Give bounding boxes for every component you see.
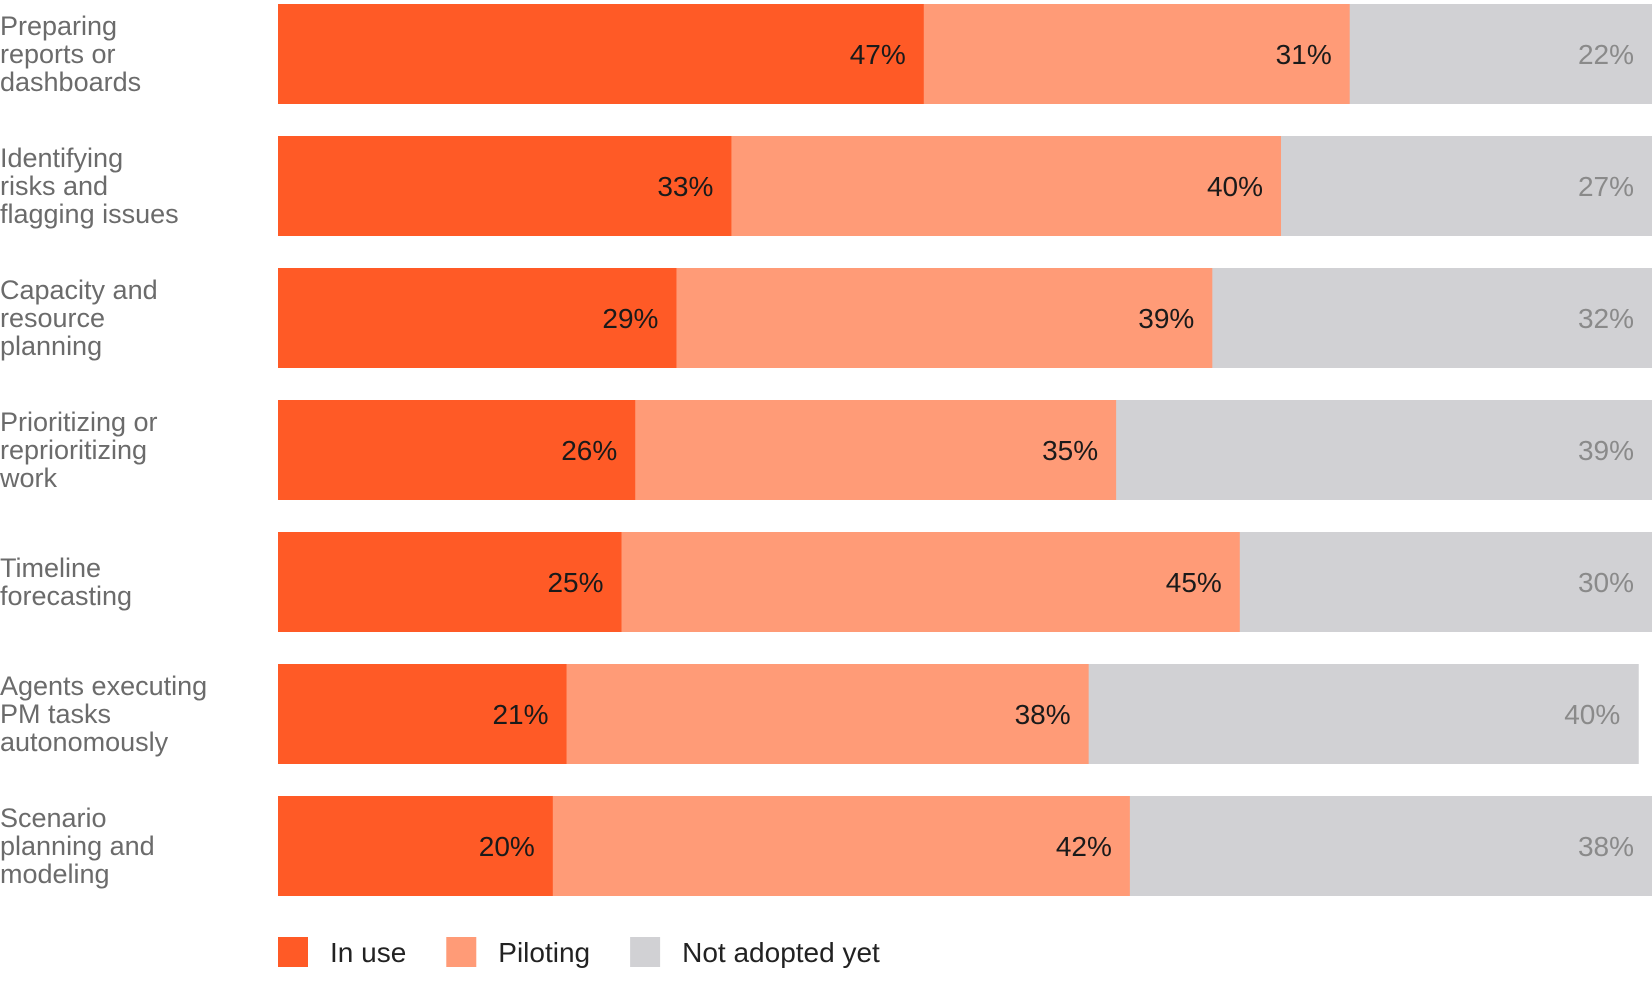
category-label-line: reports or	[0, 39, 116, 69]
category-label-line: planning	[0, 331, 102, 361]
category-label-line: Agents executing	[0, 671, 207, 701]
legend: In use Piloting Not adopted yet	[278, 937, 880, 968]
category-label-line: risks and	[0, 171, 108, 201]
category-label-line: autonomously	[0, 727, 169, 757]
bar-segment-in-use	[278, 796, 554, 896]
bar-segment-piloting	[923, 4, 1351, 104]
category-label-line: dashboards	[0, 67, 141, 97]
bar-segment-not-adopted-yet	[1129, 796, 1652, 896]
category-label: Prioritizing or reprioritizing work	[0, 407, 158, 493]
category-label-line: Timeline	[0, 553, 101, 583]
legend-swatch-not-adopted-yet	[630, 937, 661, 967]
category-label-line: forecasting	[0, 581, 132, 611]
category-label-line: resource	[0, 303, 105, 333]
bar-segment-piloting	[635, 400, 1117, 500]
category-label: Identifying risks and flagging issues	[0, 143, 179, 229]
category-label-line: reprioritizing	[0, 435, 147, 465]
value-label: 39%	[1138, 303, 1194, 334]
value-label: 22%	[1578, 39, 1634, 70]
bar-segment-piloting	[676, 268, 1213, 368]
bar-segment-not-adopted-yet	[1088, 664, 1639, 764]
value-label: 33%	[657, 171, 713, 202]
value-label: 26%	[561, 435, 617, 466]
value-label: 45%	[1166, 567, 1222, 598]
category-label-line: work	[0, 463, 58, 493]
value-label: 21%	[492, 699, 548, 730]
bar-segment-not-adopted-yet	[1212, 268, 1652, 368]
bar-segment-in-use	[278, 400, 636, 500]
legend-label: Piloting	[498, 937, 590, 968]
value-label: 20%	[479, 831, 535, 862]
category-labels-layer: Preparing reports or dashboards Identifying…	[0, 11, 207, 889]
value-label: 40%	[1207, 171, 1263, 202]
legend-label: In use	[330, 937, 406, 968]
category-label-line: Prioritizing or	[0, 407, 158, 437]
category-label-line: PM tasks	[0, 699, 111, 729]
category-label-line: Capacity and	[0, 275, 158, 305]
value-label: 29%	[602, 303, 658, 334]
value-label: 42%	[1056, 831, 1112, 862]
value-label: 31%	[1276, 39, 1332, 70]
category-label-line: flagging issues	[0, 199, 179, 229]
legend-swatch-in-use	[278, 937, 308, 967]
category-label: Timeline forecasting	[0, 553, 132, 611]
bar-segment-not-adopted-yet	[1116, 400, 1652, 500]
category-label-line: planning and	[0, 831, 155, 861]
value-label: 40%	[1564, 699, 1620, 730]
bar-segment-in-use	[278, 664, 568, 764]
bar-segment-not-adopted-yet	[1239, 532, 1652, 632]
legend-swatch-piloting	[446, 937, 477, 967]
value-label: 32%	[1578, 303, 1634, 334]
value-label: 27%	[1578, 171, 1634, 202]
bar-segment-in-use	[278, 136, 732, 236]
bar-segment-piloting	[566, 664, 1090, 764]
bar-segment-not-adopted-yet	[1281, 136, 1652, 236]
bar-segment-in-use	[278, 4, 925, 104]
category-label: Scenario planning and modeling	[0, 803, 155, 889]
bar-segment-in-use	[278, 532, 622, 632]
value-label: 47%	[850, 39, 906, 70]
value-label: 30%	[1578, 567, 1634, 598]
value-label: 25%	[547, 567, 603, 598]
category-label: Agents executing PM tasks autonomously	[0, 671, 207, 757]
bar-segment-piloting	[552, 796, 1131, 896]
value-label: 35%	[1042, 435, 1098, 466]
bar-segment-not-adopted-yet	[1349, 4, 1652, 104]
value-label: 38%	[1578, 831, 1634, 862]
bar-segment-piloting	[731, 136, 1282, 236]
legend-label: Not adopted yet	[682, 937, 880, 968]
category-label-line: Scenario	[0, 803, 107, 833]
category-label: Preparing reports or dashboards	[0, 11, 141, 97]
bar-segment-in-use	[278, 268, 677, 368]
category-label: Capacity and resource planning	[0, 275, 158, 361]
category-label-line: Preparing	[0, 11, 117, 41]
value-labels-layer: 47% 31% 22% 33% 40% 27% 29% 39% 32% 26% 35% 39% 25% 4…	[479, 39, 1634, 862]
bar-segment-piloting	[621, 532, 1241, 632]
category-label-line: Identifying	[0, 143, 123, 173]
category-label-line: modeling	[0, 859, 110, 889]
bars-layer	[278, 4, 1652, 896]
value-label: 39%	[1578, 435, 1634, 466]
value-label: 38%	[1015, 699, 1071, 730]
